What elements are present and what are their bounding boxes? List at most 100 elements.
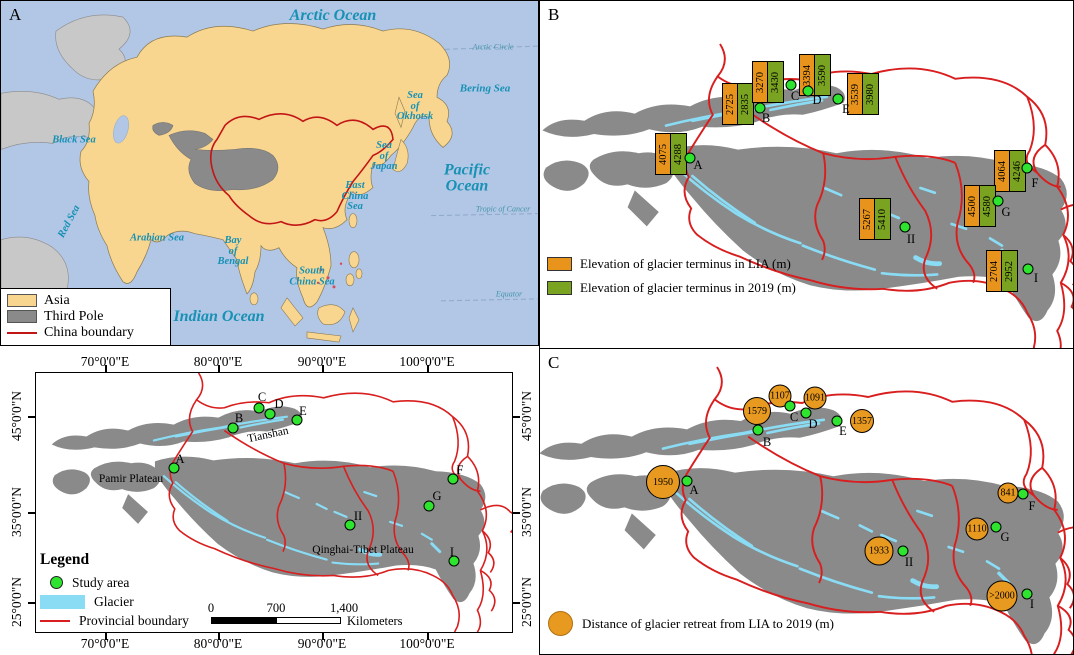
retreat-sites: 1950 A 1579 B 1107 C 1091 xyxy=(540,349,1073,654)
lia-elevation-chip: 2704 xyxy=(986,250,1002,292)
scale-bar: 0 700 1,400 Kilometers xyxy=(206,601,416,631)
tick-mark xyxy=(28,416,35,418)
south-china-sea-islets xyxy=(316,262,343,289)
retreat-distance-circle: 1357 xyxy=(850,409,874,433)
panel-study-area-map: 70°0'0"E 80°0'0"E 90°0'0"E 100°0'0"E 70°0'0… xyxy=(0,346,539,655)
site-letter: G xyxy=(1000,529,1010,544)
ticks-bottom xyxy=(35,633,513,640)
lia-elevation-chip: 2725 xyxy=(722,83,738,125)
tick-mark xyxy=(427,365,429,372)
study-area-marker xyxy=(448,555,460,567)
sea-label: East China Sea xyxy=(341,179,369,213)
panel-retreat-distance: C 1950 A 1579 B 1107 C xyxy=(539,348,1074,655)
tick-mark xyxy=(218,633,220,640)
legend-row-third-pole: Third Pole xyxy=(7,309,164,324)
region-labels: Tianshan Pamir Plateau Qinghai-Tibet Pla… xyxy=(36,373,512,632)
sea-labels: Arctic Ocean Bering Sea Sea of Okhotsk S… xyxy=(1,1,538,345)
legend-label: Asia xyxy=(44,292,70,308)
panel-label-c: C xyxy=(548,353,560,372)
site-letter: C xyxy=(789,409,799,424)
elevation-label-pair: 3539 3980 xyxy=(847,73,879,115)
panel-label-a: A xyxy=(9,5,22,24)
asia-swatch xyxy=(7,294,37,307)
site-letter: G xyxy=(432,488,442,503)
panel-a-legend: Asia Third Pole China boundary xyxy=(1,288,171,345)
site-letter: E xyxy=(842,101,850,116)
retreat-distance-circle: 1579 xyxy=(743,397,771,425)
study-area-marker xyxy=(1022,263,1034,275)
elevation-label-pair: 4075 4288 xyxy=(655,133,687,175)
study-area-marker xyxy=(752,424,764,436)
tick-mark xyxy=(28,512,35,514)
asia-map-art xyxy=(1,14,538,345)
site-letter: D xyxy=(808,416,818,431)
study-area-marker xyxy=(1021,588,1033,600)
axis-tick-label: 80°0'0"E xyxy=(193,636,243,651)
site-letter: II xyxy=(353,508,363,523)
site-letter: A xyxy=(693,157,703,172)
axis-tick-label: 45°0'0"N xyxy=(9,390,24,442)
third-pole-swatch xyxy=(7,310,37,323)
third-pole-region xyxy=(152,122,279,191)
study-area-marker xyxy=(800,407,812,419)
retreat-value: 1107 xyxy=(770,390,790,402)
legend-label: Provincial boundary xyxy=(79,612,189,628)
legend-row-glacier: Glacier xyxy=(40,592,189,611)
axis-bottom: 70°0'0"E 80°0'0"E 90°0'0"E 100°0'0"E xyxy=(35,636,513,652)
legend-row-lia: Elevation of glacier terminus in LIA (m) xyxy=(547,256,791,272)
panel-terminus-elevation: B 4075 4288 A 2725 2835 B 3270 xyxy=(539,0,1074,349)
sea-label: Arctic Ocean xyxy=(289,6,377,24)
tick-mark xyxy=(218,365,220,372)
elevation-2019-chip: 2952 xyxy=(1002,250,1018,292)
study-area-marker xyxy=(168,462,180,474)
region-label: Tianshan xyxy=(246,424,290,446)
study-area-marker xyxy=(785,79,797,91)
site-letter: B xyxy=(762,434,772,449)
site-letter: I xyxy=(449,544,455,559)
region-label: Qinghai-Tibet Plateau xyxy=(312,544,414,556)
retreat-distance-circle: >2000 xyxy=(986,580,1018,612)
study-area-dot-icon xyxy=(50,576,63,589)
study-area-marker xyxy=(990,521,1002,533)
scale-label-700: 700 xyxy=(266,601,286,615)
retreat-distance-circle: 1950 xyxy=(646,465,680,499)
retreat-value: 1357 xyxy=(852,415,872,427)
axis-tick-label: 100°0'0"E xyxy=(399,636,455,651)
region-label: Pamir Plateau xyxy=(98,473,164,485)
site-letter: B xyxy=(234,410,244,425)
retreat-distance-circle: 841 xyxy=(997,482,1019,504)
axis-tick-label: 90°0'0"E xyxy=(297,354,347,369)
study-area-marker xyxy=(253,402,265,414)
latitude-line-label: Arctic Circle xyxy=(472,42,514,52)
site-letter: II xyxy=(904,554,914,569)
legend-row-study-area: Study area xyxy=(40,573,189,592)
axis-tick-label: 45°0'0"N xyxy=(519,390,534,442)
sea-label: Indian Ocean xyxy=(173,307,265,325)
sea-label: Sea of Japan xyxy=(370,139,398,173)
study-area-marker xyxy=(344,519,356,531)
china-boundary xyxy=(209,113,394,226)
axis-tick-label: 80°0'0"E xyxy=(193,354,243,369)
retreat-value: 841 xyxy=(1000,487,1016,499)
legend-row-provincial: Provincial boundary xyxy=(40,611,189,630)
retreat-value: 1933 xyxy=(869,545,889,557)
site-letter: I xyxy=(1033,270,1039,285)
sea-label: Bay of Bengal xyxy=(217,234,249,268)
latitude-line-label: Tropic of Cancer xyxy=(475,204,531,214)
site-letter: A xyxy=(175,451,185,466)
site-letter: E xyxy=(839,423,847,438)
sea-label: Sea of Okhotsk xyxy=(396,89,434,123)
retreat-circle-icon xyxy=(548,611,573,636)
retreat-value: 1579 xyxy=(747,405,767,417)
site-letter: G xyxy=(1001,204,1011,219)
ticks-left xyxy=(28,372,35,633)
axis-tick-label: 35°0'0"N xyxy=(519,486,534,538)
legend-row-asia: Asia xyxy=(7,293,164,308)
study-area-marker xyxy=(899,221,911,233)
glacier-swatch xyxy=(40,594,85,609)
axis-tick-label: 70°0'0"E xyxy=(80,354,130,369)
legend-label: Glacier xyxy=(94,593,134,609)
elevation-label-pair: 4064 4246 xyxy=(994,150,1026,192)
tick-mark xyxy=(513,602,520,604)
study-area-marker xyxy=(227,422,239,434)
